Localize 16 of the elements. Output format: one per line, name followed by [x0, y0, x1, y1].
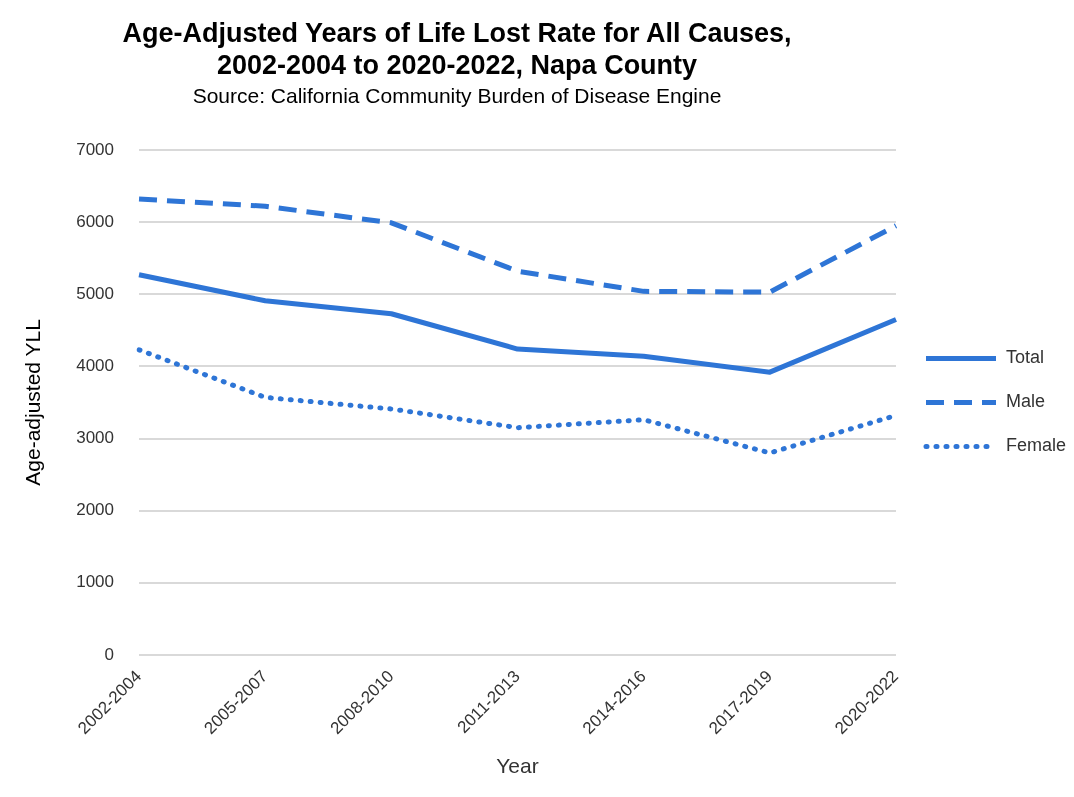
legend-label: Male [1006, 391, 1046, 412]
y-tick-label: 2000 [76, 500, 115, 520]
y-tick-label: 3000 [76, 428, 115, 448]
legend-label: Total [1006, 347, 1045, 368]
y-tick-label: 4000 [76, 356, 115, 376]
y-tick-label: 6000 [76, 211, 115, 231]
y-tick-label: 0 [104, 644, 115, 664]
y-axis-title: Age-adjusted YLL [21, 319, 45, 486]
chart-subtitle: Source: California Community Burden of Disease Engine [192, 84, 722, 108]
text: Age-Adjusted Years of Life Lost Rate for All Causes, [122, 17, 792, 48]
y-tick-label: 1000 [76, 572, 115, 592]
y-tick-label: 5000 [76, 283, 115, 303]
x-axis-title: Year [496, 754, 539, 778]
text: 2002-2004 to 2020-2022, Napa County [216, 50, 698, 81]
y-tick-label: 7000 [76, 139, 115, 159]
legend-label: Female [1006, 435, 1067, 456]
